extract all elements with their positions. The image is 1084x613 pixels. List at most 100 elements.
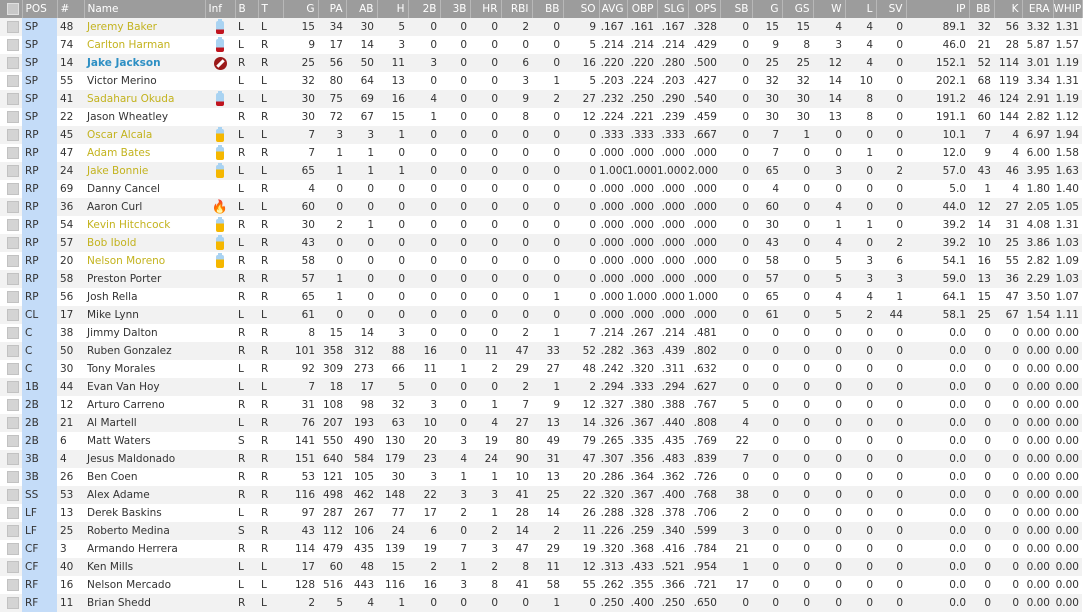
- player-name-link[interactable]: Derek Baskins: [87, 507, 162, 519]
- player-name-link[interactable]: Preston Porter: [84, 270, 205, 288]
- row-select-cell[interactable]: [0, 360, 22, 378]
- column-header-2b[interactable]: 2B: [408, 0, 441, 18]
- column-header-pos[interactable]: POS: [22, 0, 58, 18]
- select-all-checkbox[interactable]: [7, 3, 19, 15]
- table-row[interactable]: RF 16 Nelson Mercado L L 128 516 443 116 16 3 8 41 58…: [0, 576, 1082, 594]
- row-select-cell[interactable]: [0, 594, 22, 612]
- column-header-g[interactable]: G: [283, 0, 319, 18]
- row-select-cell[interactable]: [0, 180, 22, 198]
- table-row[interactable]: RP 36 Aaron Curl 🔥 L L 60 0 0 0 0 0 0 0 0 0.000.000.000…: [0, 198, 1082, 216]
- player-name-link[interactable]: Jake Jackson: [84, 54, 205, 72]
- column-header-whip[interactable]: WHIP: [1053, 0, 1083, 18]
- player-name-link[interactable]: Roberto Medina: [84, 522, 205, 540]
- table-row[interactable]: 2B 12 Arturo Carreno R R 31 108 98 32 3 0 1 7 9 12.327…: [0, 396, 1082, 414]
- column-header-[interactable]: #: [57, 0, 85, 18]
- column-header-k[interactable]: K: [994, 0, 1023, 18]
- row-select-cell[interactable]: [0, 36, 22, 54]
- row-checkbox[interactable]: [7, 93, 19, 105]
- table-row[interactable]: RP 58 Preston Porter R R 57 1 0 0 0 0 0 0 0 0.000.000.…: [0, 270, 1082, 288]
- row-select-cell[interactable]: [0, 468, 22, 486]
- row-select-cell[interactable]: [0, 432, 22, 450]
- row-select-cell[interactable]: [0, 162, 22, 180]
- row-select-cell[interactable]: [0, 90, 22, 108]
- player-name-link[interactable]: Al Martell: [84, 414, 205, 432]
- select-all-checkbox-header[interactable]: [0, 0, 23, 18]
- table-row[interactable]: RP 20 Nelson Moreno R R 58 0 0 0 0 0 0 0 0 0 .000 .000 .0…: [0, 252, 1082, 270]
- row-select-cell[interactable]: [0, 216, 22, 234]
- player-name-link[interactable]: Jimmy Dalton: [87, 327, 158, 339]
- row-select-cell[interactable]: [0, 234, 22, 252]
- player-name-link[interactable]: Aaron Curl: [84, 198, 205, 216]
- row-checkbox[interactable]: [7, 219, 19, 231]
- player-name-link[interactable]: Armando Herrera: [87, 543, 178, 555]
- row-select-cell[interactable]: [0, 540, 22, 558]
- row-checkbox[interactable]: [7, 291, 19, 303]
- player-name-link[interactable]: Evan Van Hoy: [84, 378, 205, 396]
- player-name-link[interactable]: Kevin Hitchcock: [87, 219, 171, 231]
- player-name-link[interactable]: Arturo Carreno: [87, 399, 165, 411]
- row-select-cell[interactable]: [0, 252, 22, 270]
- player-name-link[interactable]: Josh Rella: [87, 291, 138, 303]
- row-checkbox[interactable]: [7, 417, 19, 429]
- row-checkbox[interactable]: [7, 453, 19, 465]
- row-checkbox[interactable]: [7, 489, 19, 501]
- player-name-link[interactable]: Brian Shedd: [84, 594, 205, 612]
- row-checkbox[interactable]: [7, 363, 19, 375]
- column-header-l[interactable]: L: [845, 0, 877, 18]
- player-name-link[interactable]: Alex Adame: [84, 486, 205, 504]
- player-name-link[interactable]: Mike Lynn: [84, 306, 205, 324]
- table-row[interactable]: CF 40 Ken Mills L L 17 60 48 15 2 1 2 8 11 12.313.433.…: [0, 558, 1082, 576]
- column-header-name[interactable]: Name: [84, 0, 206, 18]
- row-select-cell[interactable]: [0, 108, 22, 126]
- table-row[interactable]: C 30 Tony Morales L R 92 309 273 66 11 1 2 29 27 48.24…: [0, 360, 1082, 378]
- player-name-link[interactable]: Ben Coen: [87, 471, 138, 483]
- player-name-link[interactable]: Jesus Maldonado: [84, 450, 205, 468]
- row-checkbox[interactable]: [7, 309, 19, 321]
- row-select-cell[interactable]: [0, 396, 22, 414]
- player-name-link[interactable]: Jeremy Baker: [84, 18, 205, 36]
- column-header-avg[interactable]: AVG: [599, 0, 628, 18]
- row-select-cell[interactable]: [0, 270, 22, 288]
- table-row[interactable]: RP 56 Josh Rella R R 65 1 0 0 0 0 0 0 1 0.000 1.000.000…: [0, 288, 1082, 306]
- column-header-era[interactable]: ERA: [1022, 0, 1054, 18]
- player-name-link[interactable]: Jake Bonnie: [84, 162, 205, 180]
- row-checkbox[interactable]: [7, 327, 19, 339]
- player-name-link[interactable]: Oscar Alcala: [84, 126, 205, 144]
- row-select-cell[interactable]: [0, 486, 22, 504]
- row-checkbox[interactable]: [7, 129, 19, 141]
- row-checkbox[interactable]: [7, 201, 19, 213]
- table-row[interactable]: SP 48 Jeremy Baker L L 15 34 30 5 0 0 0 2 0 9.167.161.…: [0, 18, 1082, 36]
- row-select-cell[interactable]: [0, 126, 22, 144]
- row-checkbox[interactable]: [7, 255, 19, 267]
- table-row[interactable]: RP 69 Danny Cancel L R 4 0 0 0 0 0 0 0 0 0 .000 .000 .000…: [0, 180, 1082, 198]
- column-header-slg[interactable]: SLG: [657, 0, 689, 18]
- table-row[interactable]: SP 41 Sadaharu Okuda L L 30 75 69 16 4 0 0 9 2 27.232.…: [0, 90, 1082, 108]
- player-name-link[interactable]: Tony Morales: [87, 363, 156, 375]
- row-checkbox[interactable]: [7, 75, 19, 87]
- row-select-cell[interactable]: [0, 378, 22, 396]
- table-row[interactable]: RP 24 Jake Bonnie L L 65 1 1 1 0 0 0 0 0 0 1.000 1.000 1.…: [0, 162, 1082, 180]
- row-checkbox[interactable]: [7, 525, 19, 537]
- row-select-cell[interactable]: [0, 54, 22, 72]
- column-header-w[interactable]: W: [813, 0, 846, 18]
- row-select-cell[interactable]: [0, 306, 22, 324]
- player-name-link[interactable]: Sadaharu Okuda: [84, 90, 205, 108]
- column-header-gs[interactable]: GS: [782, 0, 814, 18]
- player-name-link[interactable]: Danny Cancel: [87, 183, 160, 195]
- player-name-link[interactable]: Nelson Mercado: [87, 579, 172, 591]
- row-checkbox[interactable]: [7, 111, 19, 123]
- table-row[interactable]: RF 11 Brian Shedd R L 2 5 4 1 0 0 0 0 1 0.250.400.250.…: [0, 594, 1082, 612]
- row-checkbox[interactable]: [7, 597, 19, 609]
- row-select-cell[interactable]: [0, 576, 22, 594]
- player-name-link[interactable]: Adam Bates: [87, 147, 151, 159]
- player-name-link[interactable]: Bob Ibold: [84, 234, 205, 252]
- column-header-h[interactable]: H: [377, 0, 409, 18]
- row-checkbox[interactable]: [7, 579, 19, 591]
- row-checkbox[interactable]: [7, 147, 19, 159]
- player-name-link[interactable]: Matt Waters: [87, 435, 151, 447]
- column-header-rbi[interactable]: RBI: [501, 0, 533, 18]
- table-row[interactable]: CF 3 Armando Herrera R R 114 479 435 139 19 7 3 47 29…: [0, 540, 1082, 558]
- row-select-cell[interactable]: [0, 72, 22, 90]
- table-row[interactable]: 3B 4 Jesus Maldonado R R 151 640 584 179 23 4 24 90 3…: [0, 450, 1082, 468]
- column-header-pa[interactable]: PA: [318, 0, 347, 18]
